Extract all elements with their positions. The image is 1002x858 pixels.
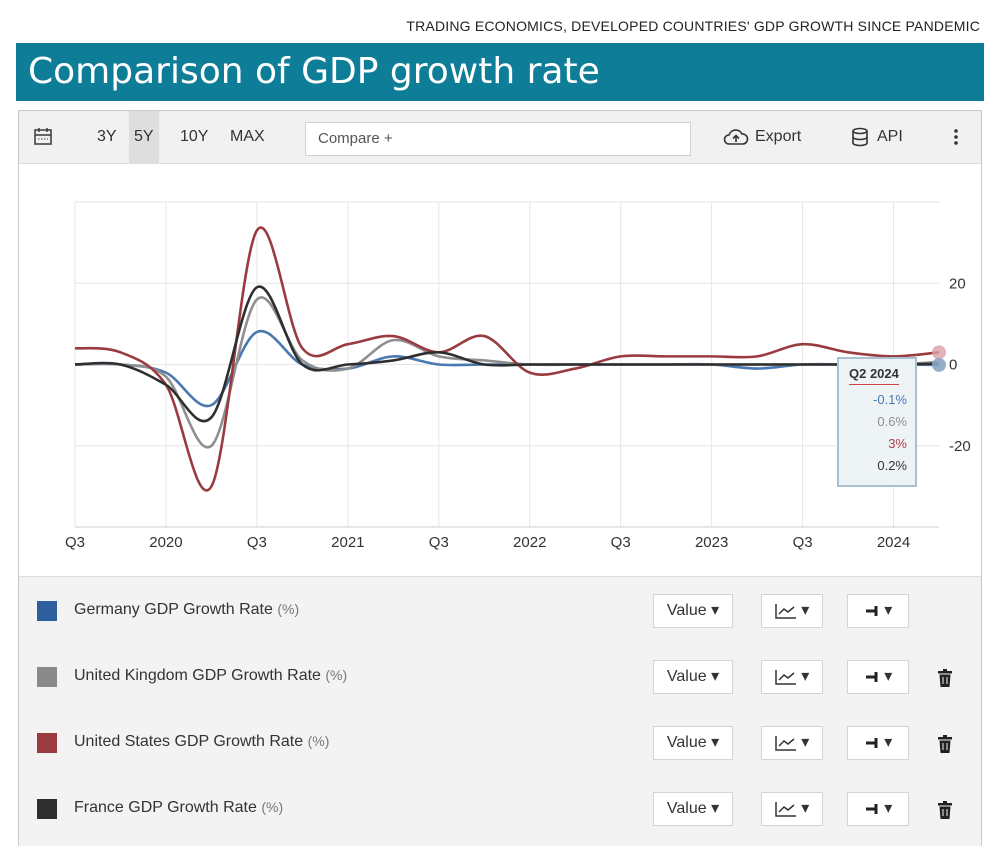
series-color-swatch[interactable] xyxy=(37,799,57,819)
chart-type-dropdown[interactable]: ▾ xyxy=(761,726,823,760)
more-menu-icon[interactable] xyxy=(953,111,959,163)
axis-align-icon xyxy=(865,803,878,814)
chart-panel: 3Y 5Y 10Y MAX Compare + Export API Q3 202… xyxy=(18,110,982,846)
x-tick-label: 2021 xyxy=(331,534,364,551)
tooltip-value-france: 0.2% xyxy=(877,458,907,473)
series-line-germany xyxy=(74,329,940,408)
axis-dropdown[interactable]: ▾ xyxy=(847,792,909,826)
series-color-swatch[interactable] xyxy=(37,601,57,621)
tooltip-value-germany: -0.1% xyxy=(873,392,907,407)
value-dropdown[interactable]: Value ▾ xyxy=(653,792,733,826)
calendar-icon[interactable] xyxy=(33,111,53,163)
x-tick-label: 2023 xyxy=(695,534,728,551)
api-button[interactable]: API xyxy=(851,111,903,163)
x-tick-label: 2020 xyxy=(149,534,182,551)
x-tick-label: 2024 xyxy=(877,534,910,551)
legend-row-united-kingdom: United Kingdom GDP Growth Rate (%) Value… xyxy=(19,643,981,709)
gdp-line-chart: Q3 2020 Q3 2021 Q3 2022 Q3 2023 Q3 2024 20 0 -20 xyxy=(65,201,971,551)
trash-icon[interactable] xyxy=(937,669,953,687)
api-label: API xyxy=(877,128,903,145)
range-5y-button[interactable]: 5Y xyxy=(129,111,159,163)
page-title: Comparison of GDP growth rate xyxy=(16,43,984,101)
axis-dropdown[interactable]: ▾ xyxy=(847,726,909,760)
y-tick-label: 20 xyxy=(949,275,966,292)
series-line-france xyxy=(74,285,940,423)
export-button[interactable]: Export xyxy=(723,111,801,163)
value-dropdown[interactable]: Value ▾ xyxy=(653,594,733,628)
x-tick-label: Q3 xyxy=(65,534,85,551)
tooltip-value-us: 3% xyxy=(888,436,907,451)
series-label: Germany GDP Growth Rate (%) xyxy=(74,601,300,618)
x-tick-label: Q3 xyxy=(793,534,813,551)
export-label: Export xyxy=(755,128,802,145)
series-color-swatch[interactable] xyxy=(37,733,57,753)
trash-icon[interactable] xyxy=(937,801,953,819)
tooltip-value-uk: 0.6% xyxy=(877,414,907,429)
chart-toolbar: 3Y 5Y 10Y MAX Compare + Export API xyxy=(19,111,981,164)
axis-dropdown[interactable]: ▾ xyxy=(847,660,909,694)
line-chart-icon xyxy=(775,603,796,619)
hover-marker xyxy=(932,357,946,372)
source-line: TRADING ECONOMICS, DEVELOPED COUNTRIES' … xyxy=(406,18,980,34)
line-chart-icon xyxy=(775,801,796,817)
database-icon xyxy=(852,127,868,147)
axis-dropdown[interactable]: ▾ xyxy=(847,594,909,628)
axis-align-icon xyxy=(865,605,878,616)
chart-tooltip: Q2 2024 -0.1% 0.6% 3% 0.2% xyxy=(837,357,917,487)
legend-row-germany: Germany GDP Growth Rate (%) Value ▾ ▾ ▾ xyxy=(19,577,981,643)
series-legend: Germany GDP Growth Rate (%) Value ▾ ▾ ▾ … xyxy=(19,576,981,846)
chart-type-dropdown[interactable]: ▾ xyxy=(761,792,823,826)
range-10y-button[interactable]: 10Y xyxy=(180,128,209,145)
chart-type-dropdown[interactable]: ▾ xyxy=(761,594,823,628)
legend-row-france: France GDP Growth Rate (%) Value ▾ ▾ ▾ xyxy=(19,775,981,841)
trash-icon[interactable] xyxy=(937,735,953,753)
y-tick-label: -20 xyxy=(949,438,971,455)
chart-area: Q3 2020 Q3 2021 Q3 2022 Q3 2023 Q3 2024 20 0 -20 Q2 … xyxy=(19,164,981,576)
range-3y-button[interactable]: 3Y xyxy=(97,128,117,145)
x-tick-label: Q3 xyxy=(247,534,267,551)
x-tick-label: Q3 xyxy=(429,534,449,551)
range-max-button[interactable]: MAX xyxy=(230,128,265,145)
chart-type-dropdown[interactable]: ▾ xyxy=(761,660,823,694)
series-line-united-kingdom xyxy=(74,296,940,449)
axis-align-icon xyxy=(865,737,878,748)
cloud-upload-icon xyxy=(723,129,749,145)
tooltip-title: Q2 2024 xyxy=(849,366,899,385)
y-tick-label: 0 xyxy=(949,357,957,374)
line-chart-icon xyxy=(775,735,796,751)
series-label: United States GDP Growth Rate (%) xyxy=(74,733,330,750)
series-label: France GDP Growth Rate (%) xyxy=(74,799,284,816)
compare-input[interactable]: Compare + xyxy=(305,122,691,156)
value-dropdown[interactable]: Value ▾ xyxy=(653,660,733,694)
hover-marker xyxy=(932,345,946,360)
series-line-united-states xyxy=(74,226,940,492)
x-tick-label: 2022 xyxy=(513,534,546,551)
legend-row-united-states: United States GDP Growth Rate (%) Value … xyxy=(19,709,981,775)
line-chart-icon xyxy=(775,669,796,685)
series-label: United Kingdom GDP Growth Rate (%) xyxy=(74,667,348,684)
value-dropdown[interactable]: Value ▾ xyxy=(653,726,733,760)
x-tick-label: Q3 xyxy=(611,534,631,551)
axis-align-icon xyxy=(865,671,878,682)
series-color-swatch[interactable] xyxy=(37,667,57,687)
